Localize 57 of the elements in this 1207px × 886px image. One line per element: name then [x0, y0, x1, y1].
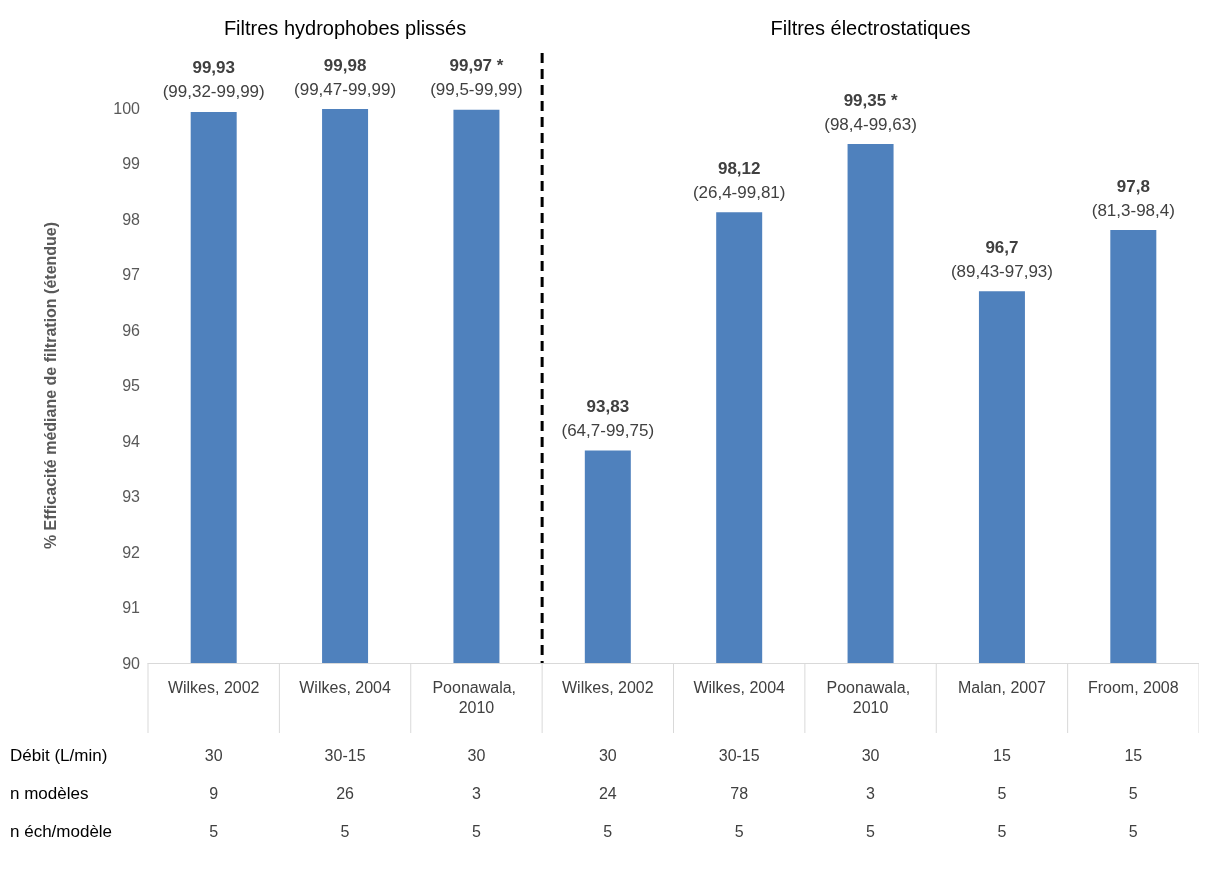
data-label: 96,7 (89,43-97,93) — [950, 237, 1053, 281]
text: 3 — [471, 784, 481, 802]
text: 5 — [866, 822, 876, 840]
data-label: 97,8 (81,3-98,4) — [1091, 176, 1175, 220]
data-label: 99,98 (99,47-99,99) — [294, 55, 397, 99]
text: 26 — [336, 784, 355, 802]
y-tick-label: 99 — [122, 155, 141, 172]
text: 24 — [598, 784, 617, 802]
text: 30 — [204, 746, 223, 764]
x-tick-label: Wilkes, 2004 — [693, 678, 786, 696]
text: 78 — [730, 784, 749, 802]
data-label: 99,97 * (99,5-99,99) — [430, 56, 523, 100]
text: 30 — [598, 746, 617, 764]
text: 15 — [1124, 746, 1143, 764]
text: 5 — [1128, 784, 1138, 802]
text: 5 — [997, 822, 1007, 840]
x-tick-label: Malan, 2007 — [957, 678, 1047, 696]
data-label: 99,35 * (98,4-99,63) — [824, 90, 917, 134]
y-tick-label: 91 — [122, 599, 141, 616]
text: 5 — [1128, 822, 1138, 840]
y-axis-title: % Efficacité médiane de filtration (étendue) — [41, 221, 59, 550]
text: 30 — [861, 746, 880, 764]
x-tick-label: Poonawala, 2010 — [826, 678, 915, 716]
data-label: 93,83 (64,7-99,75) — [561, 396, 655, 440]
x-tick-label: Wilkes, 2002 — [167, 678, 260, 696]
text: 5 — [734, 822, 744, 840]
x-tick-label: Wilkes, 2004 — [299, 678, 391, 696]
text: 9 — [209, 784, 219, 802]
text: n éch/modèle — [10, 821, 113, 841]
y-tick-label: 92 — [122, 543, 141, 561]
data-label: 98,12 (26,4-99,81) — [692, 158, 786, 202]
y-tick-label: 100 — [113, 99, 141, 117]
text: 5 — [209, 822, 219, 840]
text: n modèles — [10, 783, 89, 803]
text: Filtres hydrophobes plissés — [223, 17, 467, 39]
text: 5 — [603, 822, 613, 840]
y-tick-label: 97 — [122, 266, 141, 283]
x-tick-label: Froom, 2008 — [1087, 678, 1179, 696]
text: Filtres électrostatiques — [770, 17, 971, 39]
y-tick-label: 90 — [122, 654, 141, 672]
text: 30-15 — [324, 746, 366, 764]
y-tick-label: 98 — [122, 210, 141, 228]
text: 30-15 — [718, 746, 760, 764]
text: 5 — [471, 822, 481, 840]
text: 15 — [993, 746, 1011, 764]
text: 30 — [467, 746, 486, 764]
data-label: 99,93 (99,32-99,99) — [162, 58, 265, 102]
text: 5 — [997, 784, 1007, 802]
text: 5 — [340, 822, 350, 840]
y-tick-label: 95 — [122, 377, 141, 394]
text: Débit (L/min) — [10, 745, 108, 765]
text: 3 — [866, 784, 876, 802]
x-tick-label: Poonawala, 2010 — [432, 678, 521, 716]
y-tick-label: 96 — [122, 321, 141, 339]
x-tick-label: Wilkes, 2002 — [562, 678, 654, 696]
y-tick-label: 94 — [122, 432, 141, 450]
y-tick-label: 93 — [122, 488, 141, 505]
